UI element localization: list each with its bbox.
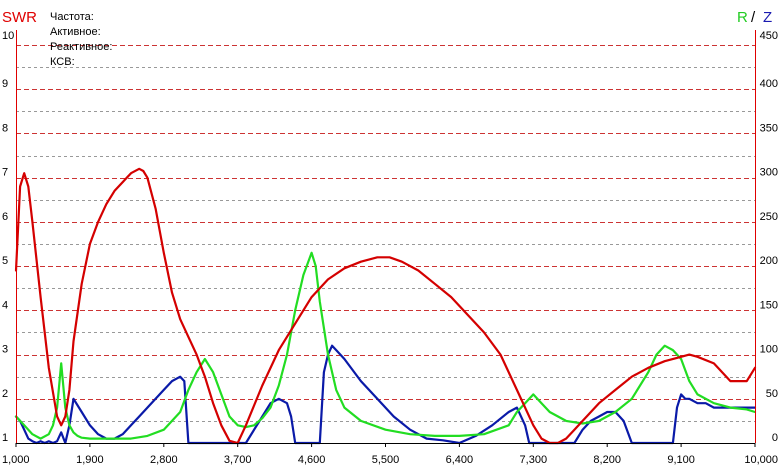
x-tick-label: 7,300: [520, 454, 548, 465]
x-tick-label: 1,000: [2, 454, 30, 465]
y-right-tick-label: 400: [760, 78, 778, 90]
grid: [16, 45, 755, 444]
x-tick-label: 1,900: [76, 454, 104, 465]
series-layer: [14, 167, 757, 445]
x-axis: 1,000 1,900 2,800 3,700 4,600 5,500 6,400 7,300…: [2, 443, 778, 465]
axis-title-separator: /: [751, 9, 756, 26]
y-left-tick-label: 5: [2, 255, 8, 267]
y-right-tick-label: 150: [760, 299, 778, 311]
z-series-line: [14, 344, 757, 445]
y-left-tick-label: 8: [2, 122, 8, 134]
left-axis: 1 2 3 4 5 6 7 8 9 10: [2, 30, 17, 444]
r-axis-title: R: [737, 9, 748, 26]
y-right-tick-label: 0: [772, 432, 778, 444]
z-axis-title: Z: [763, 9, 772, 26]
right-axis: 0 50 100 150 200 250 300 350 400 450: [755, 30, 778, 444]
x-tick-label: 2,800: [150, 454, 178, 465]
y-left-tick-label: 2: [2, 388, 8, 400]
swr-series-line: [14, 167, 757, 445]
frequency-label: Частота:: [50, 11, 94, 23]
y-right-tick-label: 200: [760, 255, 778, 267]
readout-panel: Частота: Активное: Реактивное: КСВ:: [50, 11, 112, 68]
x-tick-label: 9,100: [667, 454, 695, 465]
y-left-tick-label: 3: [2, 344, 8, 356]
y-right-tick-label: 300: [760, 167, 778, 179]
y-right-tick-label: 250: [760, 211, 778, 223]
x-tick-label: 6,400: [446, 454, 474, 465]
y-left-tick-label: 1: [2, 432, 8, 444]
swr-axis-title: SWR: [2, 9, 37, 26]
y-left-tick-label: 9: [2, 78, 8, 90]
r-series-line: [14, 251, 757, 440]
y-left-tick-label: 7: [2, 167, 8, 179]
y-left-tick-label: 6: [2, 211, 8, 223]
y-left-tick-label: 10: [2, 30, 14, 42]
y-left-tick-label: 4: [2, 299, 8, 311]
x-tick-label: 4,600: [298, 454, 326, 465]
y-right-tick-label: 50: [766, 388, 778, 400]
swr-value-label: КСВ:: [50, 56, 75, 68]
x-tick-label: 3,700: [224, 454, 252, 465]
x-tick-label: 8,200: [593, 454, 621, 465]
y-right-tick-label: 100: [760, 344, 778, 356]
x-tick-label: 5,500: [372, 454, 400, 465]
y-right-tick-label: 450: [760, 30, 778, 42]
resistance-label: Активное:: [50, 26, 101, 38]
y-right-tick-label: 350: [760, 122, 778, 134]
reactance-label: Реактивное:: [50, 41, 112, 53]
x-tick-label: 10,000: [744, 454, 778, 465]
